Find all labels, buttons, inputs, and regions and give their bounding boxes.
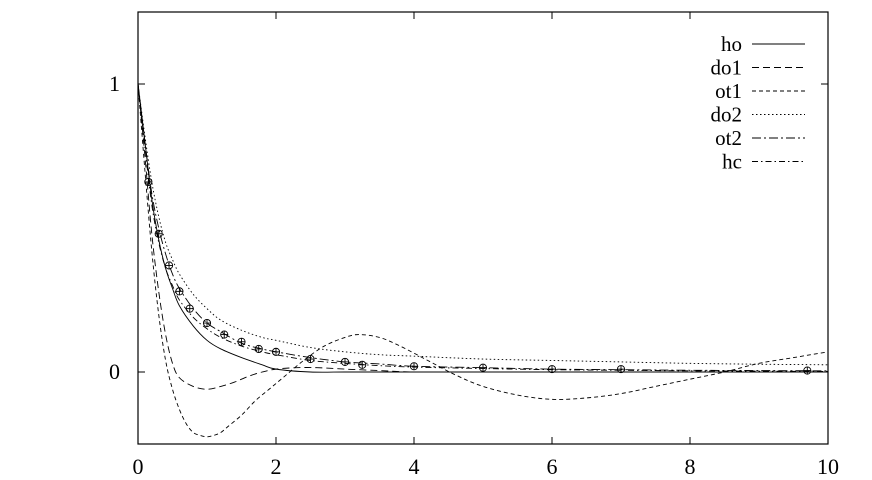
data-marker	[144, 177, 153, 186]
series-line-do1	[138, 83, 828, 390]
x-tick-label: 8	[685, 454, 696, 479]
legend-label-ot1: ot1	[715, 79, 742, 103]
data-marker	[478, 363, 488, 372]
data-marker	[254, 344, 263, 354]
marker-layer	[144, 177, 812, 375]
data-marker	[358, 360, 367, 369]
plot-axes	[137, 11, 829, 445]
series-line-ot1	[138, 83, 828, 438]
x-tick-label: 2	[271, 454, 282, 479]
data-marker	[271, 347, 281, 356]
x-tick-label: 6	[547, 454, 558, 479]
legend-label-hc: hc	[722, 150, 742, 174]
data-marker	[340, 357, 350, 366]
x-tick-label: 10	[817, 454, 839, 479]
data-marker	[164, 261, 174, 270]
x-tick-label: 0	[133, 454, 144, 479]
series-line-hc	[138, 83, 828, 372]
plot-frame	[137, 11, 829, 445]
legend-label-ot2: ot2	[715, 126, 742, 150]
y-tick-label: 0	[109, 359, 120, 384]
data-marker	[185, 304, 194, 313]
x-tick-label: 4	[409, 454, 420, 479]
legend-label-do2: do2	[711, 103, 743, 127]
data-marker	[803, 366, 812, 375]
series-layer	[138, 83, 828, 438]
y-tick-label: 1	[109, 71, 120, 96]
series-line-ot2	[138, 83, 828, 372]
series-line-do2	[138, 83, 828, 366]
axis-ticks: 0 2 4 6 8 10 0 1	[109, 12, 839, 479]
legend-label-ho: ho	[721, 32, 742, 56]
data-marker	[306, 354, 315, 364]
data-marker	[409, 362, 419, 371]
data-marker	[547, 365, 557, 374]
data-marker	[616, 365, 626, 374]
data-marker	[154, 229, 163, 238]
data-marker	[175, 287, 184, 296]
legend-label-do1: do1	[711, 56, 743, 80]
data-marker	[220, 330, 229, 339]
data-marker	[202, 318, 212, 328]
data-marker	[237, 337, 246, 346]
